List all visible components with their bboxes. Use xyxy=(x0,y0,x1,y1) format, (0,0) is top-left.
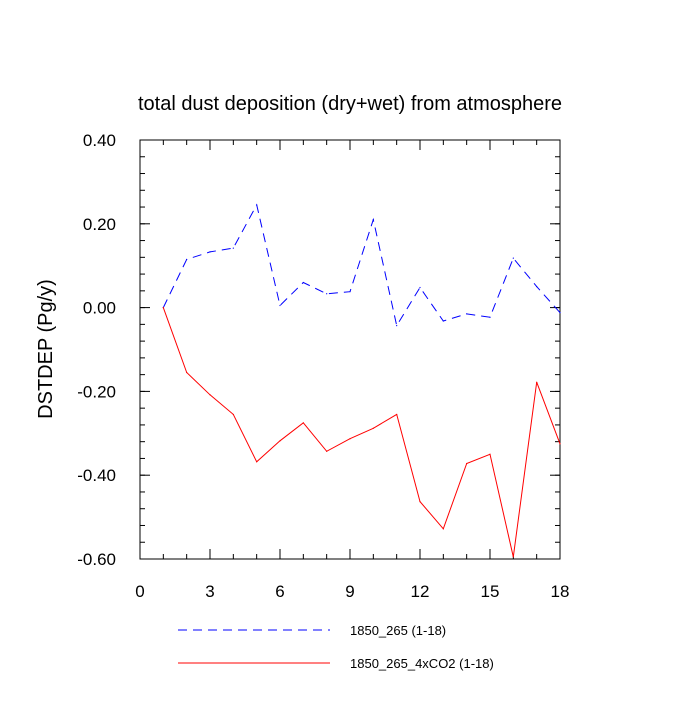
data-point-series-1 xyxy=(419,286,421,289)
data-point-series-2 xyxy=(256,461,258,463)
data-point-series-2 xyxy=(209,394,211,396)
data-point-series-1 xyxy=(256,204,258,206)
data-point-series-1 xyxy=(372,219,374,221)
series-line-2 xyxy=(162,307,561,558)
series-line-1 xyxy=(162,203,561,327)
data-point-series-2 xyxy=(232,413,234,416)
data-point-series-2 xyxy=(162,307,164,309)
legend-label-1: 1850_265 (1-18) xyxy=(350,623,446,638)
y-axis-label: DSTDEP (Pg/y) xyxy=(35,279,57,419)
data-point-series-1 xyxy=(442,320,444,322)
y-tick-label: 0.20 xyxy=(83,215,116,234)
data-point-series-1 xyxy=(512,257,514,259)
data-point-series-1 xyxy=(232,247,234,249)
data-point-series-1 xyxy=(349,291,351,293)
data-point-series-2 xyxy=(372,427,374,429)
x-tick-label: 3 xyxy=(205,582,214,601)
y-tick-label: -0.60 xyxy=(77,550,116,569)
data-point-series-2 xyxy=(186,371,188,374)
data-point-series-2 xyxy=(512,556,514,558)
data-point-series-2 xyxy=(419,500,421,503)
data-point-series-1 xyxy=(559,312,561,314)
data-point-series-2 xyxy=(559,443,561,445)
x-tick-label: 18 xyxy=(551,582,570,601)
plot-frame xyxy=(139,139,561,560)
data-point-series-1 xyxy=(186,258,188,261)
data-point-series-2 xyxy=(466,462,468,465)
x-tick-label: 9 xyxy=(345,582,354,601)
y-tick-label: -0.40 xyxy=(77,466,116,485)
data-point-series-1 xyxy=(302,281,304,284)
data-point-series-2 xyxy=(536,381,538,383)
legend-label-2: 1850_265_4xCO2 (1-18) xyxy=(350,656,494,671)
data-point-series-1 xyxy=(396,325,398,327)
data-point-series-2 xyxy=(396,413,398,416)
plot-area: 0 3 6 9 12 15 18 -0.60 -0.40 -0.20 0.00 0.20 0.40 xyxy=(77,131,569,601)
data-point-series-2 xyxy=(326,450,328,452)
data-point-series-2 xyxy=(489,453,491,455)
y-tick-label: 0.40 xyxy=(83,131,116,150)
data-point-series-1 xyxy=(326,293,328,295)
data-point-series-2 xyxy=(349,438,351,440)
data-point-series-2 xyxy=(442,528,444,530)
x-tick-label: 12 xyxy=(411,582,430,601)
chart-title: total dust deposition (dry+wet) from atm… xyxy=(138,93,562,115)
x-tick-label: 15 xyxy=(481,582,500,601)
data-point-series-1 xyxy=(279,304,281,307)
data-point-series-2 xyxy=(279,440,281,442)
y-tick-label: -0.20 xyxy=(77,382,116,401)
y-tick-label: 0.00 xyxy=(83,299,116,318)
data-point-series-1 xyxy=(466,313,468,315)
x-tick-label: 6 xyxy=(275,582,284,601)
x-tick-label: 0 xyxy=(135,582,144,601)
legend: 1850_265 (1-18) 1850_265_4xCO2 (1-18) xyxy=(178,623,494,671)
data-point-series-2 xyxy=(302,422,304,424)
data-point-series-1 xyxy=(536,286,538,288)
data-point-series-1 xyxy=(489,316,491,318)
data-point-series-1 xyxy=(209,251,211,253)
